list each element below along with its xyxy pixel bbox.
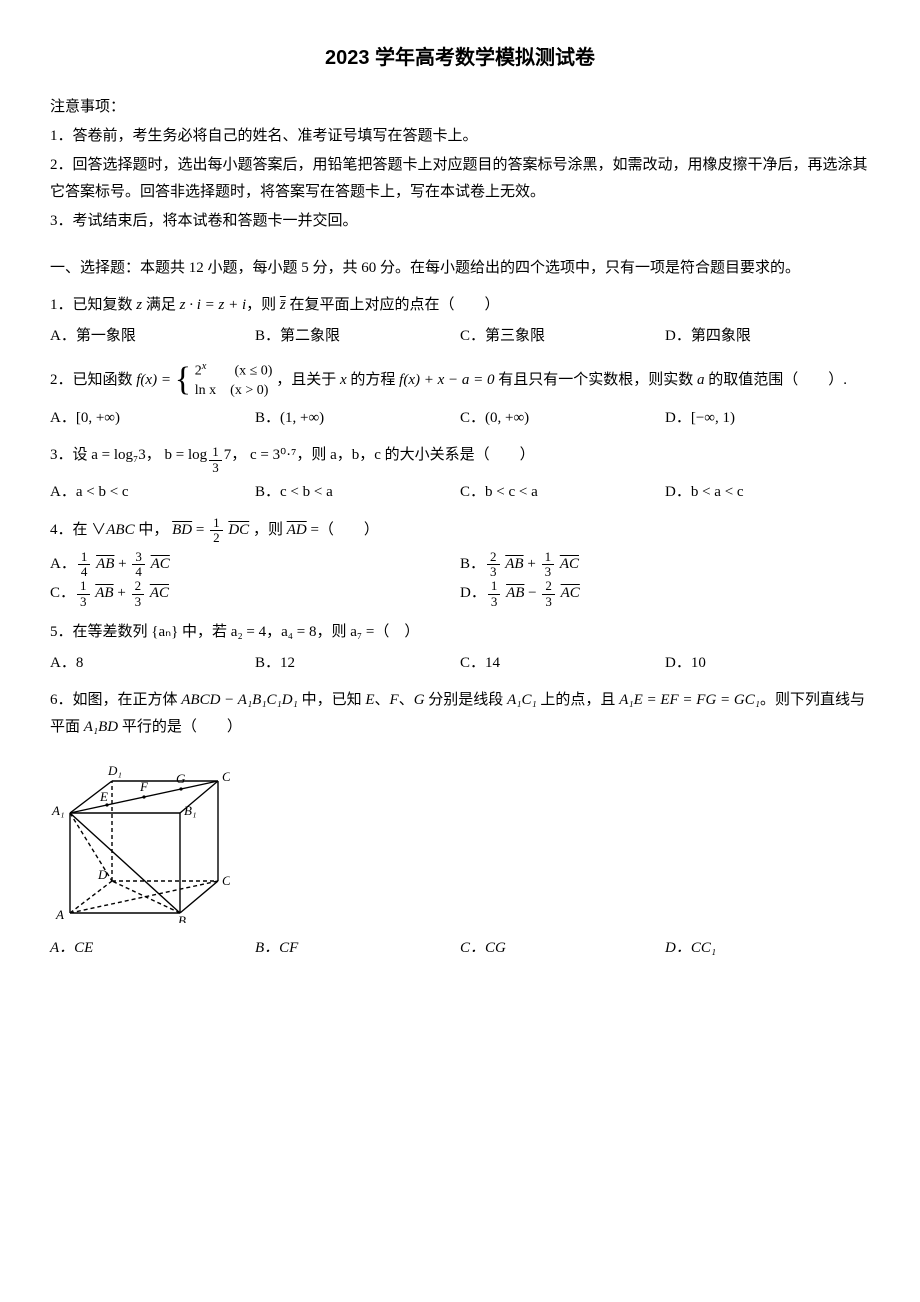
q5-option-d: D．10: [665, 650, 870, 677]
svg-text:G: G: [176, 771, 186, 786]
q4-option-c: C．13 AB + 23 AC: [50, 579, 460, 609]
q6-stem: 6．如图，在正方体 ABCD − A₁B₁C₁D₁ 中，已知 E、F、G 分别是…: [50, 692, 865, 735]
q4-stem: 4．在 ∨ABC 中， BD = 12 DC ，则 AD =（ ）: [50, 522, 379, 538]
q4-option-b: B．23 AB + 13 AC: [460, 550, 870, 580]
q3-option-d: D．b < a < c: [665, 479, 870, 506]
notice-header: 注意事项：: [50, 94, 870, 121]
q4-option-a: A．14 AB + 34 AC: [50, 550, 460, 580]
cube-diagram-svg: A B C D A₁ B₁ C₁ D₁ E F G: [50, 753, 230, 923]
question-5: 5．在等差数列 {aₙ} 中，若 a₂ = 4，a₄ = 8，则 a₇ =（ ）…: [50, 619, 870, 677]
q3-stem: 3．设 a = log₇3， b = log137， c = 3⁰·⁷，则 a，…: [50, 447, 535, 463]
svg-text:F: F: [139, 779, 149, 794]
q2-option-a: A．[0, +∞): [50, 405, 255, 432]
q1-options: A．第一象限 B．第二象限 C．第三象限 D．第四象限: [50, 323, 870, 350]
q2-options: A．[0, +∞) B．(1, +∞) C．(0, +∞) D．[−∞, 1): [50, 405, 870, 432]
q2-option-b: B．(1, +∞): [255, 405, 460, 432]
q1-option-d: D．第四象限: [665, 323, 870, 350]
q2-option-d: D．[−∞, 1): [665, 405, 870, 432]
q3-option-c: C．b < c < a: [460, 479, 665, 506]
q6-option-d: D．CC₁: [665, 935, 870, 962]
q5-option-a: A．8: [50, 650, 255, 677]
svg-text:A₁: A₁: [51, 803, 64, 818]
document-title: 2023 学年高考数学模拟测试卷: [50, 40, 870, 76]
q1-option-c: C．第三象限: [460, 323, 665, 350]
notice-item: 1．答卷前，考生务必将自己的姓名、准考证号填写在答题卡上。: [50, 123, 870, 150]
q6-option-a: A．CE: [50, 935, 255, 962]
notice-item: 3．考试结束后，将本试卷和答题卡一并交回。: [50, 208, 870, 235]
q1-stem: 1．已知复数 z 满足 z · i = z + i，则 z̄ 在复平面上对应的点…: [50, 297, 500, 313]
section-1-header: 一、选择题：本题共 12 小题，每小题 5 分，共 60 分。在每小题给出的四个…: [50, 255, 870, 282]
q4-option-d: D．13 AB − 23 AC: [460, 579, 870, 609]
q2-option-c: C．(0, +∞): [460, 405, 665, 432]
q2-stem: 2．已知函数 f(x) = { 2x (x ≤ 0) ln x (x > 0) …: [50, 372, 847, 388]
q6-option-b: B．CF: [255, 935, 460, 962]
q3-option-a: A．a < b < c: [50, 479, 255, 506]
svg-text:D: D: [97, 867, 108, 882]
svg-text:D₁: D₁: [107, 763, 122, 778]
question-6: 6．如图，在正方体 ABCD − A₁B₁C₁D₁ 中，已知 E、F、G 分别是…: [50, 687, 870, 962]
question-2: 2．已知函数 f(x) = { 2x (x ≤ 0) ln x (x > 0) …: [50, 360, 870, 432]
q1-option-b: B．第二象限: [255, 323, 460, 350]
svg-text:C: C: [222, 873, 230, 888]
notice-block: 注意事项： 1．答卷前，考生务必将自己的姓名、准考证号填写在答题卡上。 2．回答…: [50, 94, 870, 235]
q1-option-a: A．第一象限: [50, 323, 255, 350]
svg-text:A: A: [55, 907, 64, 922]
question-3: 3．设 a = log₇3， b = log137， c = 3⁰·⁷，则 a，…: [50, 442, 870, 506]
notice-item: 2．回答选择题时，选出每小题答案后，用铅笔把答题卡上对应题目的答案标号涂黑，如需…: [50, 152, 870, 206]
q5-option-b: B．12: [255, 650, 460, 677]
svg-text:B: B: [178, 913, 186, 923]
svg-text:C₁: C₁: [222, 769, 230, 784]
q6-figure: A B C D A₁ B₁ C₁ D₁ E F G: [50, 753, 870, 923]
q5-option-c: C．14: [460, 650, 665, 677]
question-4: 4．在 ∨ABC 中， BD = 12 DC ，则 AD =（ ） A．14 A…: [50, 516, 870, 609]
svg-text:E: E: [99, 789, 108, 804]
svg-text:B₁: B₁: [184, 803, 196, 818]
q6-options: A．CE B．CF C．CG D．CC₁: [50, 935, 870, 962]
q3-options: A．a < b < c B．c < b < a C．b < c < a D．b …: [50, 479, 870, 506]
question-1: 1．已知复数 z 满足 z · i = z + i，则 z̄ 在复平面上对应的点…: [50, 292, 870, 350]
q4-options: A．14 AB + 34 AC B．23 AB + 13 AC C．13 AB …: [50, 550, 870, 609]
q3-option-b: B．c < b < a: [255, 479, 460, 506]
q5-stem: 5．在等差数列 {aₙ} 中，若 a₂ = 4，a₄ = 8，则 a₇ =（ ）: [50, 624, 419, 640]
q6-option-c: C．CG: [460, 935, 665, 962]
q5-options: A．8 B．12 C．14 D．10: [50, 650, 870, 677]
